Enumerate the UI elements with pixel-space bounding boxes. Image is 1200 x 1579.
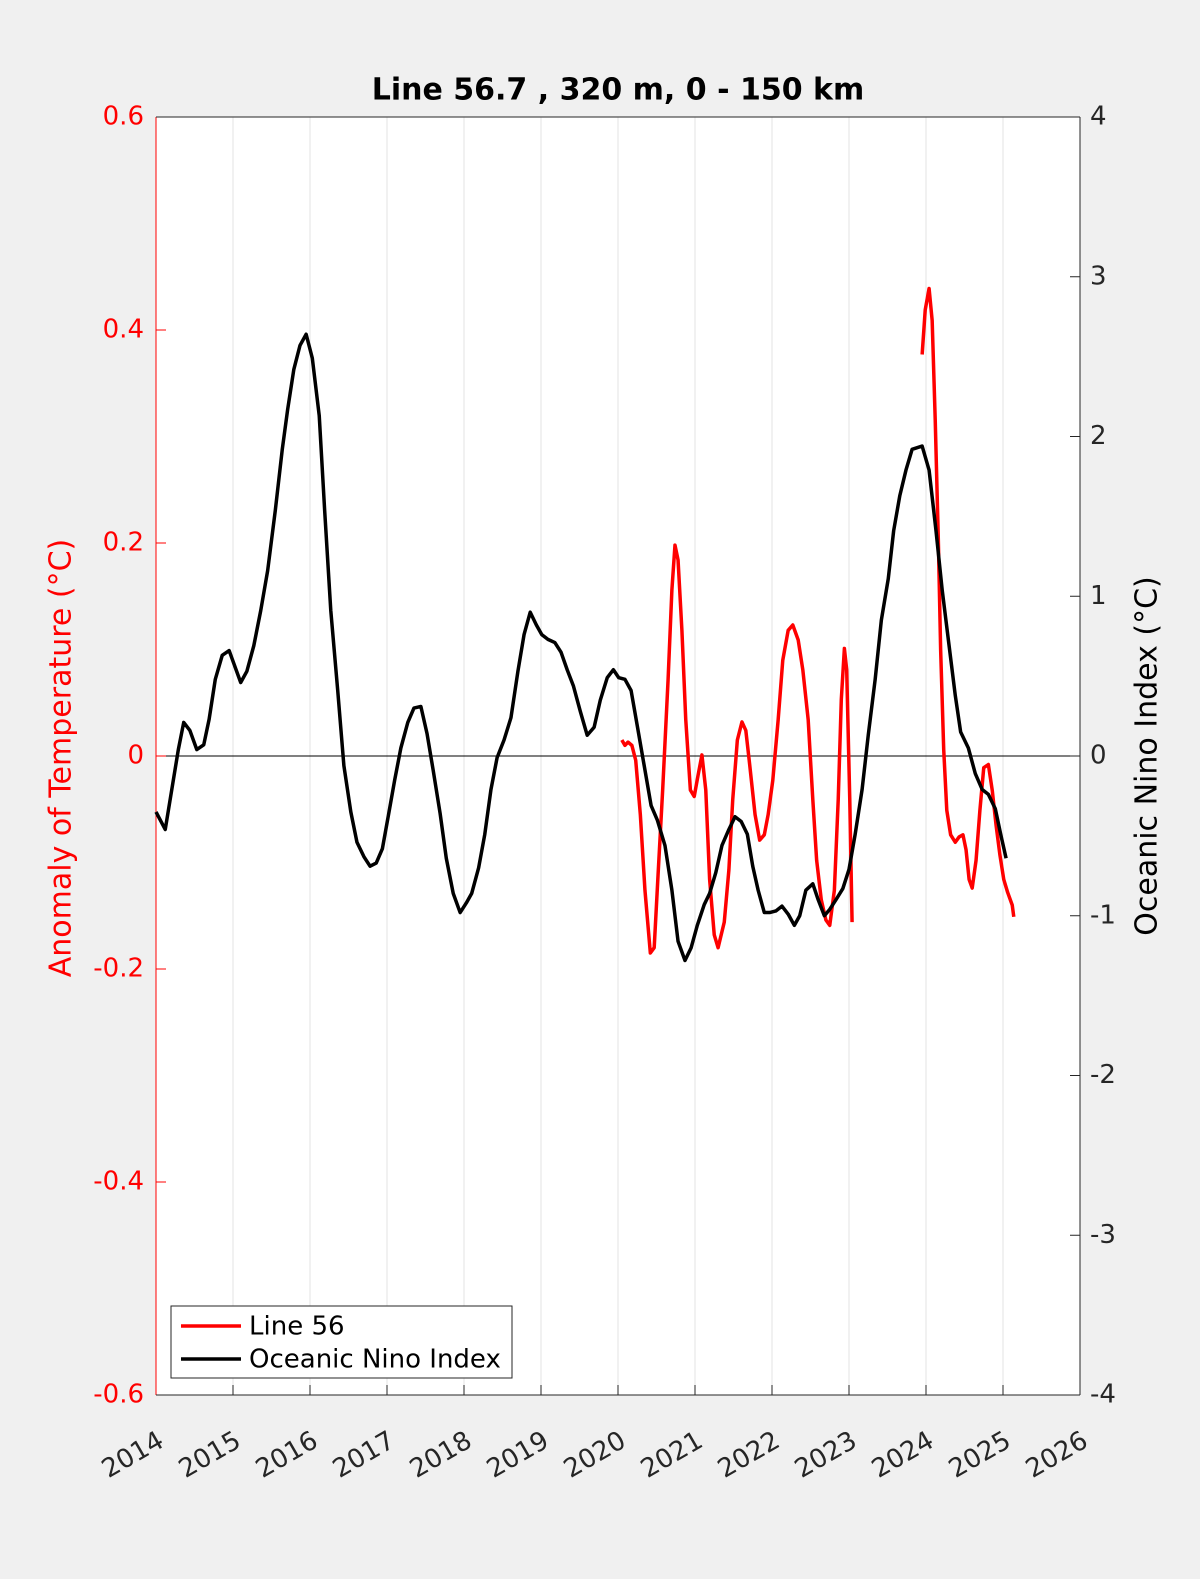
y2-tick-label: -2 bbox=[1090, 1060, 1116, 1090]
legend-box bbox=[170, 1305, 513, 1379]
y2-tick-label: 0 bbox=[1090, 741, 1107, 771]
y2-tick-label: 4 bbox=[1090, 102, 1107, 132]
y-tick-label: 0.6 bbox=[103, 102, 144, 132]
y2-tick-label: -4 bbox=[1090, 1380, 1116, 1410]
y2-tick-label: 1 bbox=[1090, 581, 1107, 611]
y-tick-label: 0.4 bbox=[103, 315, 144, 345]
y2-axis-label: Oceanic Nino Index (°C) bbox=[1130, 576, 1165, 936]
y2-tick-label: 3 bbox=[1090, 261, 1107, 291]
legend-label: Line 56 bbox=[249, 1312, 345, 1342]
y2-tick-label: -1 bbox=[1090, 900, 1116, 930]
chart-title: Line 56.7 , 320 m, 0 - 150 km bbox=[372, 73, 865, 108]
y-tick-label: -0.4 bbox=[93, 1167, 144, 1197]
y2-tick-label: -3 bbox=[1090, 1220, 1116, 1250]
y-axis-label: Anomaly of Temperature (°C) bbox=[44, 539, 79, 978]
y2-tick-label: 2 bbox=[1090, 421, 1107, 451]
y-tick-label: 0 bbox=[127, 741, 144, 771]
y-tick-label: -0.2 bbox=[93, 954, 144, 984]
y-tick-label: -0.6 bbox=[93, 1380, 144, 1410]
y-tick-label: 0.2 bbox=[103, 528, 144, 558]
series-line bbox=[154, 332, 1008, 963]
series-line bbox=[620, 286, 1016, 955]
legend-label: Oceanic Nino Index bbox=[249, 1345, 501, 1375]
